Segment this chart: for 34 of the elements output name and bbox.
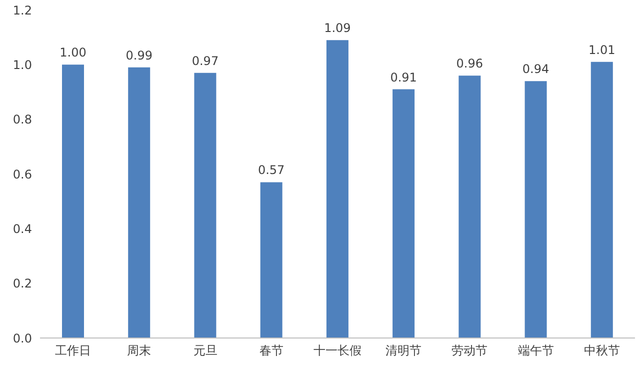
y-tick-label: 0.4 <box>12 222 32 236</box>
y-tick-label: 1.0 <box>12 58 32 72</box>
bar <box>194 72 216 338</box>
data-label: 0.91 <box>390 70 417 84</box>
x-tick-label: 中秋节 <box>584 344 620 358</box>
y-tick-label: 0.6 <box>12 167 32 182</box>
bar <box>590 62 613 338</box>
bar <box>62 64 84 338</box>
y-tick-label: 1.2 <box>12 3 32 18</box>
data-label: 0.94 <box>522 62 550 76</box>
x-tick-label: 端午节 <box>518 344 554 358</box>
data-label: 0.57 <box>258 163 285 178</box>
data-label: 1.01 <box>588 42 616 57</box>
data-label: 1.09 <box>324 21 351 36</box>
bar <box>128 67 150 338</box>
bar <box>260 182 282 338</box>
y-tick-label: 0.0 <box>12 331 32 346</box>
y-tick-label: 0.2 <box>12 276 32 291</box>
x-tick-label: 周末 <box>127 344 152 358</box>
data-label: 0.97 <box>192 54 219 68</box>
x-tick-label: 春节 <box>259 344 284 358</box>
bar <box>326 40 348 338</box>
bar <box>524 81 547 338</box>
data-label: 0.99 <box>126 48 152 62</box>
bar <box>458 76 481 338</box>
x-tick-label: 清明节 <box>386 344 422 358</box>
data-label: 0.96 <box>456 56 484 71</box>
x-tick-label: 十一长假 <box>314 344 362 358</box>
x-tick-label: 元旦 <box>193 344 218 358</box>
x-tick-label: 劳动节 <box>452 344 488 358</box>
bar <box>392 89 415 338</box>
x-tick-label: 工作日 <box>55 344 92 358</box>
y-tick-label: 0.8 <box>12 112 32 127</box>
data-label: 1.00 <box>60 46 86 60</box>
